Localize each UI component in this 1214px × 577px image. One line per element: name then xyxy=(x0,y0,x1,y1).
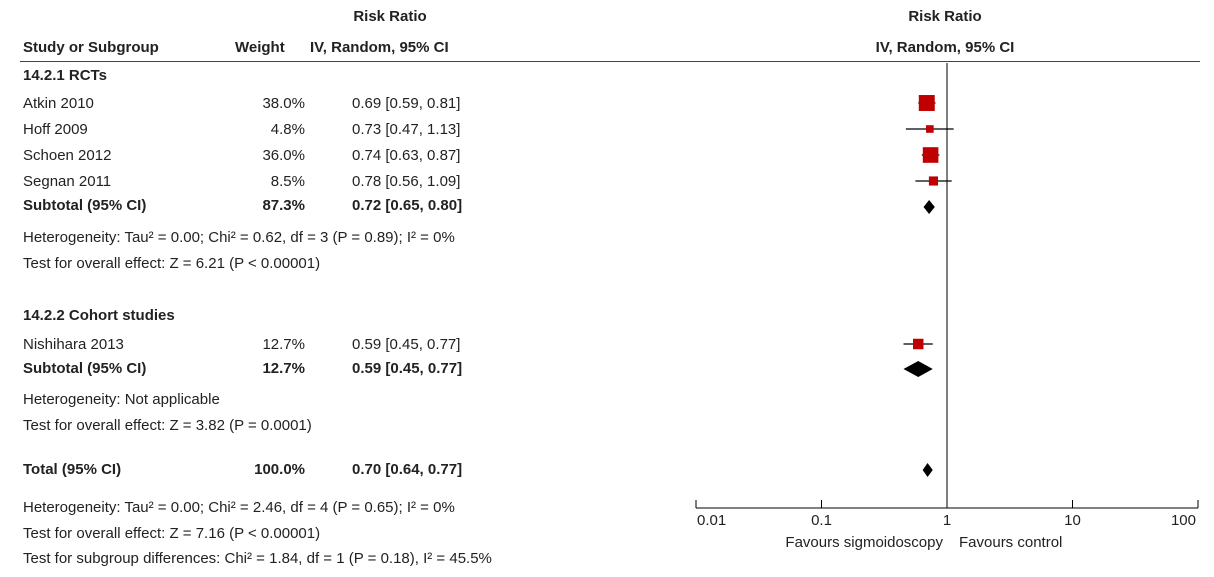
study-weight: 4.8% xyxy=(270,121,305,138)
total-label: Total (95% CI) xyxy=(23,461,122,478)
heterogeneity-text: Heterogeneity: Not applicable xyxy=(23,391,220,408)
header-underline xyxy=(20,61,1200,62)
subtotal-ci: 0.59 [0.45, 0.77] xyxy=(352,360,463,377)
total-ci: 0.70 [0.64, 0.77] xyxy=(352,461,463,478)
study-column-header: Study or Subgroup xyxy=(23,39,159,56)
study-name: Segnan 2011 xyxy=(23,173,112,190)
subgroup-differences-text: Test for subgroup differences: Chi² = 1.… xyxy=(23,550,492,567)
favours-left-label: Favours sigmoidoscopy xyxy=(785,534,943,551)
study-marker xyxy=(913,338,924,350)
study-weight: 12.7% xyxy=(262,336,305,353)
plot-header-title: Risk Ratio xyxy=(908,8,982,25)
x-tick-label: 100 xyxy=(1171,512,1196,529)
subtotal-weight: 12.7% xyxy=(262,360,305,377)
group-title-rcts: 14.2.1 RCTs xyxy=(23,67,107,84)
total-weight: 100.0% xyxy=(254,461,305,478)
study-name: Hoff 2009 xyxy=(23,121,88,138)
overall-effect-text: Test for overall effect: Z = 6.21 (P < 0… xyxy=(23,255,321,272)
study-weight: 8.5% xyxy=(270,173,305,190)
group-title-cohort: 14.2.2 Cohort studies xyxy=(23,307,175,324)
study-name: Schoen 2012 xyxy=(23,147,112,164)
study-ci: 0.73 [0.47, 1.13] xyxy=(352,121,461,138)
study-weight: 38.0% xyxy=(262,95,305,112)
x-tick-label: 1 xyxy=(943,512,951,529)
study-ci: 0.69 [0.59, 0.81] xyxy=(352,95,461,112)
x-tick-label: 0.01 xyxy=(697,512,726,529)
study-ci: 0.78 [0.56, 1.09] xyxy=(352,173,461,190)
heterogeneity-text: Heterogeneity: Tau² = 0.00; Chi² = 2.46,… xyxy=(23,499,455,516)
overall-effect-text: Test for overall effect: Z = 7.16 (P < 0… xyxy=(23,525,321,542)
subtotal-ci: 0.72 [0.65, 0.80] xyxy=(352,197,463,214)
x-tick-label: 0.1 xyxy=(811,512,832,529)
study-marker xyxy=(918,95,935,111)
summary-diamond xyxy=(923,200,935,214)
study-name: Nishihara 2013 xyxy=(23,336,124,353)
heterogeneity-text: Heterogeneity: Tau² = 0.00; Chi² = 0.62,… xyxy=(23,229,455,246)
study-ci: 0.59 [0.45, 0.77] xyxy=(352,336,461,353)
study-marker xyxy=(928,176,939,186)
x-tick-label: 10 xyxy=(1064,512,1081,529)
overall-effect-text: Test for overall effect: Z = 3.82 (P = 0… xyxy=(23,417,312,434)
study-ci: 0.74 [0.63, 0.87] xyxy=(352,147,461,164)
ci-column-header: IV, Random, 95% CI xyxy=(310,39,449,56)
study-name: Atkin 2010 xyxy=(23,95,94,112)
subtotal-label: Subtotal (95% CI) xyxy=(23,360,147,377)
plot-header-subtitle: IV, Random, 95% CI xyxy=(875,39,1015,56)
subtotal-label: Subtotal (95% CI) xyxy=(23,197,147,214)
favours-right-label: Favours control xyxy=(959,534,1062,551)
subtotal-weight: 87.3% xyxy=(262,197,305,214)
study-marker xyxy=(922,147,939,163)
table-header-title: Risk Ratio xyxy=(353,8,427,25)
summary-diamond xyxy=(903,361,933,377)
summary-diamond xyxy=(922,463,933,477)
weight-column-header: Weight xyxy=(235,39,285,56)
study-marker xyxy=(926,125,934,133)
study-weight: 36.0% xyxy=(262,147,305,164)
